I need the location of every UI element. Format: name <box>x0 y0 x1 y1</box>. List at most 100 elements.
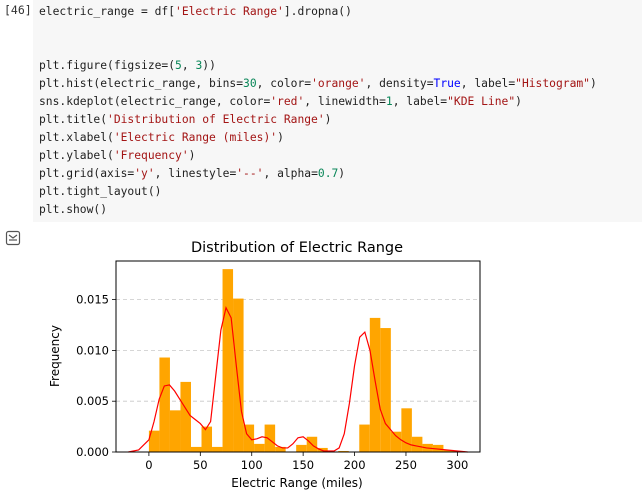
plot-frame <box>115 260 481 453</box>
code-token: ) <box>338 167 346 180</box>
code-token: , <box>181 59 196 72</box>
code-line: plt.xlabel('Electric Range (miles)') <box>39 129 597 147</box>
histogram-bar <box>212 446 223 452</box>
code-token: , alpha= <box>263 167 318 180</box>
code-line: electric_range = df['Electric Range'].dr… <box>39 3 597 21</box>
histogram-bar <box>159 357 170 452</box>
code-token: "Histogram" <box>515 77 590 90</box>
code-token: 1 <box>385 95 393 108</box>
code-token: ) <box>188 149 196 162</box>
code-token: 'Frequency' <box>113 149 189 162</box>
code-token: '--' <box>236 167 264 180</box>
y-tick-label: 0.015 <box>76 293 109 307</box>
code-token: , label= <box>460 77 516 90</box>
y-axis-label: Frequency <box>48 325 62 387</box>
code-token: 30 <box>243 77 257 90</box>
output-toggle-icon[interactable] <box>5 230 21 246</box>
code-token: 'Distribution of Electric Range' <box>107 113 325 126</box>
histogram-bar <box>443 449 454 452</box>
code-token: ].dropna() <box>283 5 352 18</box>
code-token: ) <box>515 95 522 108</box>
histogram-bar <box>233 298 244 452</box>
kde-line <box>128 305 468 453</box>
histogram-bar <box>411 436 423 452</box>
code-text[interactable]: electric_range = df['Electric Range'].dr… <box>39 3 597 219</box>
histogram-bar <box>369 317 381 452</box>
code-token: , linestyle= <box>154 167 237 180</box>
histogram-bar <box>148 430 160 452</box>
code-token: "KDE Line" <box>447 95 516 108</box>
code-token: )) <box>202 59 216 72</box>
histogram-bar <box>264 424 276 452</box>
code-token: plt.ylabel( <box>39 149 114 162</box>
code-token: ) <box>277 131 284 144</box>
code-line: plt.grid(axis='y', linestyle='--', alpha… <box>39 165 597 183</box>
code-token: ) <box>324 113 332 126</box>
histogram-bar <box>380 328 391 452</box>
code-token: 'Electric Range (miles)' <box>113 131 278 144</box>
code-line: plt.show() <box>39 201 597 219</box>
histogram-chart: Distribution of Electric Range Electric … <box>48 240 481 490</box>
code-line <box>39 39 597 57</box>
code-token: , linewidth= <box>304 95 386 108</box>
code-token: 'Electric Range' <box>175 5 284 18</box>
histogram-bar <box>169 410 181 452</box>
histogram-bar <box>390 431 402 452</box>
code-line: plt.title('Distribution of Electric Rang… <box>39 111 597 129</box>
code-editor[interactable] <box>33 0 642 222</box>
code-token: plt.figure(figsize=( <box>39 59 176 72</box>
code-token: 5 <box>175 59 182 72</box>
code-token: plt.hist(electric_range, bins= <box>39 77 244 90</box>
code-line: plt.ylabel('Frequency') <box>39 147 597 165</box>
code-line: plt.tight_layout() <box>39 183 597 201</box>
code-token: ) <box>589 77 597 90</box>
histogram-bar <box>296 444 307 452</box>
code-line: plt.hist(electric_range, bins=30, color=… <box>39 75 597 93</box>
code-line: sns.kdeplot(electric_range, color='red',… <box>39 93 597 111</box>
histogram-bar <box>243 424 255 452</box>
axis-ticks: 0 50 100 150 200 250 300 0.000 0.005 0.010 0.015 <box>76 293 468 472</box>
cell-prompt: [46] <box>4 3 32 17</box>
histogram-bar <box>180 381 191 452</box>
code-token: 'red' <box>270 95 305 108</box>
x-tick-label: 200 <box>344 458 366 472</box>
histogram-bar <box>190 446 202 452</box>
code-token: 0.7 <box>317 167 339 180</box>
code-token: plt.show() <box>39 203 108 216</box>
x-tick-label: 100 <box>241 458 263 472</box>
y-tick-label: 0.000 <box>76 445 109 459</box>
histogram-bar <box>201 426 213 452</box>
histogram-bar <box>432 444 444 452</box>
code-token: , label= <box>392 95 448 108</box>
histogram-bar <box>401 408 412 452</box>
x-tick-label: 300 <box>446 458 468 472</box>
histogram-bar <box>338 450 349 452</box>
code-token: sns.kdeplot(electric_range, color= <box>39 95 271 108</box>
y-tick-label: 0.010 <box>76 343 109 357</box>
y-tick-label: 0.005 <box>76 394 109 408</box>
code-line <box>39 21 597 39</box>
histogram-bar <box>254 443 265 452</box>
histogram-bar <box>275 446 286 452</box>
code-token: True <box>433 77 461 90</box>
code-token: electric_range = df[ <box>39 5 176 18</box>
code-token: plt.grid(axis= <box>39 167 135 180</box>
code-token: , color= <box>256 77 312 90</box>
histogram-bar <box>359 424 370 452</box>
input-cell: [46] electric_range = df['Electric Range… <box>0 0 642 222</box>
histogram-bars <box>148 269 465 452</box>
code-token: plt.title( <box>39 113 108 126</box>
code-token: 'orange' <box>311 77 366 90</box>
code-token: , density= <box>365 77 434 90</box>
x-tick-label: 50 <box>193 458 208 472</box>
code-line: plt.figure(figsize=(5, 3)) <box>39 57 597 75</box>
code-token: 'y' <box>134 167 155 180</box>
histogram-bar <box>222 269 234 452</box>
x-axis-label: Electric Range (miles) <box>231 476 362 490</box>
x-tick-label: 250 <box>395 458 417 472</box>
code-token: plt.tight_layout() <box>39 185 162 198</box>
code-token: 3 <box>195 59 203 72</box>
x-tick-label: 150 <box>292 458 314 472</box>
code-token: plt.xlabel( <box>39 131 114 144</box>
x-tick-label: 0 <box>145 458 152 472</box>
